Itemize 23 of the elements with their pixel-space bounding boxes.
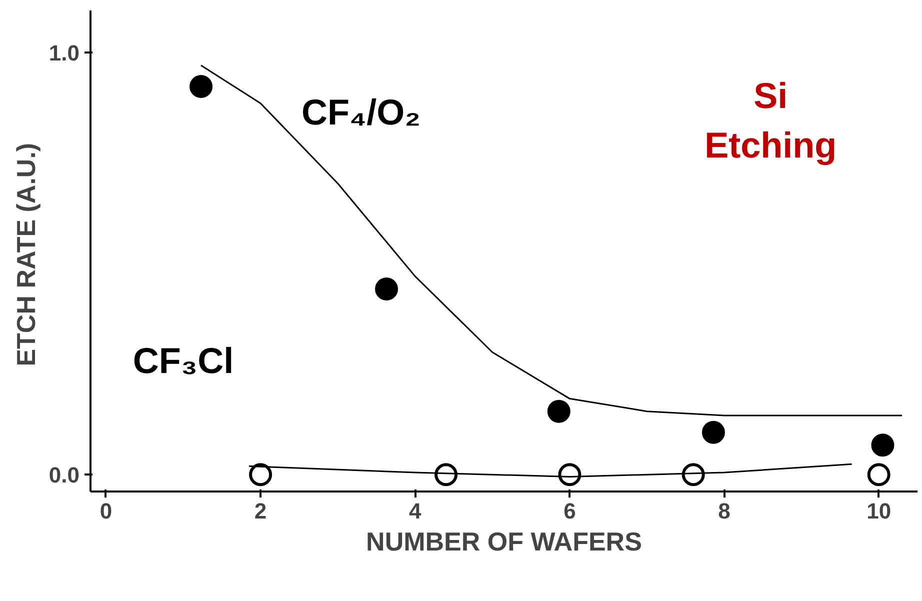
point — [702, 420, 725, 444]
annotation: Si Etching — [704, 75, 837, 166]
point — [375, 277, 398, 300]
x-tick-label: 10 — [866, 498, 892, 524]
point — [547, 400, 570, 423]
point — [682, 463, 705, 486]
annotation: CF₃Cl — [132, 340, 234, 382]
y-axis-title: ETCH RATE (A.U.) — [10, 142, 41, 366]
x-tick-label: 2 — [254, 498, 267, 524]
annotation: CF₄/O₂ — [301, 91, 421, 132]
x-tick-label: 4 — [409, 498, 422, 524]
x-tick-label: 8 — [718, 498, 730, 524]
point — [871, 434, 894, 457]
point — [249, 463, 272, 486]
point — [558, 463, 582, 486]
point — [434, 463, 458, 486]
y-tick-label: 1.0 — [48, 40, 80, 66]
x-axis-title: NUMBER OF WAFERS — [366, 526, 642, 556]
x-tick-label: 6 — [564, 498, 576, 524]
point — [867, 463, 890, 486]
y-tick-label: 0.0 — [48, 462, 80, 488]
point — [190, 74, 213, 98]
x-tick-label: 0 — [100, 498, 112, 524]
